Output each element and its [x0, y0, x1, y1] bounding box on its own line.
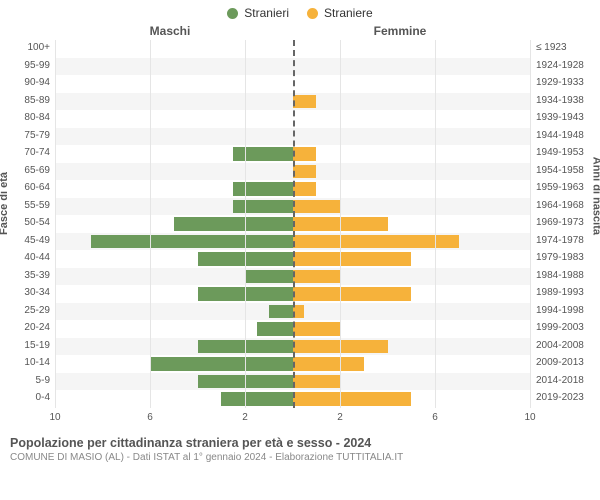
y-label-birth: 1994-1998 — [536, 305, 600, 316]
plot-area — [55, 40, 530, 408]
center-line — [293, 40, 295, 408]
y-label-birth: 1924-1928 — [536, 60, 600, 71]
bar-female — [293, 375, 341, 389]
y-label-birth: 1944-1948 — [536, 130, 600, 141]
legend-swatch-male — [227, 8, 238, 19]
y-label-birth: 2019-2023 — [536, 392, 600, 403]
x-tick: 10 — [524, 412, 535, 423]
footer-title: Popolazione per cittadinanza straniera p… — [10, 436, 590, 450]
y-label-birth: 1929-1933 — [536, 77, 600, 88]
bar-male — [257, 322, 293, 336]
footer: Popolazione per cittadinanza straniera p… — [0, 430, 600, 463]
y-label-age: 55-59 — [0, 200, 50, 211]
y-label-birth: 1949-1953 — [536, 147, 600, 158]
bar-male — [233, 182, 292, 196]
y-label-age: 15-19 — [0, 340, 50, 351]
header-male: Maschi — [0, 24, 285, 38]
legend-swatch-female — [307, 8, 318, 19]
y-label-birth: 1974-1978 — [536, 235, 600, 246]
y-label-age: 75-79 — [0, 130, 50, 141]
y-label-age: 65-69 — [0, 165, 50, 176]
footer-subtitle: COMUNE DI MASIO (AL) - Dati ISTAT al 1° … — [10, 452, 590, 463]
y-label-birth: ≤ 1923 — [536, 42, 600, 53]
pyramid-chart: Fasce di età Anni di nascita 10622610 10… — [0, 40, 600, 430]
bar-female — [293, 95, 317, 109]
x-tick: 6 — [147, 412, 153, 423]
y-label-birth: 1934-1938 — [536, 95, 600, 106]
x-tick: 2 — [337, 412, 343, 423]
y-label-age: 0-4 — [0, 392, 50, 403]
bar-male — [269, 305, 293, 319]
gridline — [435, 40, 436, 408]
bar-male — [150, 357, 293, 371]
bar-female — [293, 322, 341, 336]
legend-label-male: Stranieri — [244, 6, 289, 20]
bar-male — [233, 147, 292, 161]
bar-male — [233, 200, 292, 214]
bar-female — [293, 235, 459, 249]
x-tick: 2 — [242, 412, 248, 423]
x-ticks: 10622610 — [55, 412, 530, 426]
y-label-birth: 1969-1973 — [536, 217, 600, 228]
y-label-age: 45-49 — [0, 235, 50, 246]
bar-male — [174, 217, 293, 231]
legend-item-female: Straniere — [307, 6, 373, 20]
y-label-birth: 2014-2018 — [536, 375, 600, 386]
y-label-age: 25-29 — [0, 305, 50, 316]
bar-female — [293, 200, 341, 214]
y-label-age: 20-24 — [0, 322, 50, 333]
x-tick: 6 — [432, 412, 438, 423]
y-label-age: 95-99 — [0, 60, 50, 71]
bar-female — [293, 270, 341, 284]
legend-item-male: Stranieri — [227, 6, 289, 20]
y-label-age: 50-54 — [0, 217, 50, 228]
bar-female — [293, 252, 412, 266]
y-label-birth: 1939-1943 — [536, 112, 600, 123]
y-label-age: 85-89 — [0, 95, 50, 106]
y-label-birth: 1989-1993 — [536, 287, 600, 298]
y-label-age: 10-14 — [0, 357, 50, 368]
y-label-birth: 1959-1963 — [536, 182, 600, 193]
y-label-age: 100+ — [0, 42, 50, 53]
bar-male — [221, 392, 292, 406]
gridline — [530, 40, 531, 408]
y-label-birth: 2004-2008 — [536, 340, 600, 351]
bar-male — [91, 235, 293, 249]
y-label-age: 70-74 — [0, 147, 50, 158]
legend: Stranieri Straniere — [0, 0, 600, 22]
y-label-birth: 1964-1968 — [536, 200, 600, 211]
y-label-age: 30-34 — [0, 287, 50, 298]
gridline — [245, 40, 246, 408]
bar-female — [293, 357, 364, 371]
gridline — [150, 40, 151, 408]
header-female: Femmine — [285, 24, 570, 38]
y-label-birth: 1984-1988 — [536, 270, 600, 281]
y-label-age: 80-84 — [0, 112, 50, 123]
y-label-birth: 1979-1983 — [536, 252, 600, 263]
bar-male — [245, 270, 293, 284]
x-tick: 10 — [49, 412, 60, 423]
y-label-birth: 1999-2003 — [536, 322, 600, 333]
y-label-age: 90-94 — [0, 77, 50, 88]
y-label-age: 35-39 — [0, 270, 50, 281]
bar-female — [293, 147, 317, 161]
legend-label-female: Straniere — [324, 6, 373, 20]
bar-female — [293, 165, 317, 179]
y-label-age: 5-9 — [0, 375, 50, 386]
column-headers: Maschi Femmine — [0, 24, 600, 38]
y-label-age: 40-44 — [0, 252, 50, 263]
bar-female — [293, 392, 412, 406]
y-label-birth: 1954-1958 — [536, 165, 600, 176]
bar-female — [293, 182, 317, 196]
bar-female — [293, 287, 412, 301]
gridline — [55, 40, 56, 408]
y-label-age: 60-64 — [0, 182, 50, 193]
y-label-birth: 2009-2013 — [536, 357, 600, 368]
gridline — [340, 40, 341, 408]
